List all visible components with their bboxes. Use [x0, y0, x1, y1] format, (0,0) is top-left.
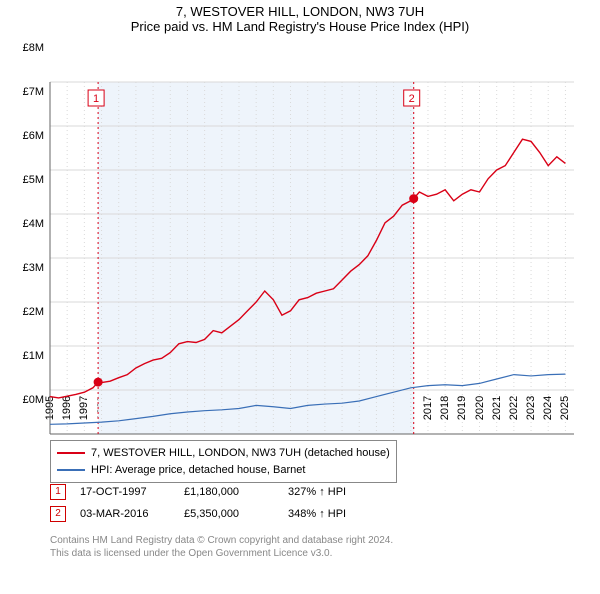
title-block: 7, WESTOVER HILL, LONDON, NW3 7UH Price … [0, 0, 600, 34]
sale-marker: 1 [50, 484, 66, 500]
sale-date: 17-OCT-1997 [80, 486, 170, 498]
sale-price: £1,180,000 [184, 486, 274, 498]
sale-row: 2 03-MAR-2016 £5,350,000 348% ↑ HPI [50, 506, 346, 522]
legend-item: 7, WESTOVER HILL, LONDON, NW3 7UH (detac… [57, 445, 390, 462]
svg-text:1: 1 [93, 93, 99, 105]
sale-date: 03-MAR-2016 [80, 508, 170, 520]
legend-swatch [57, 469, 85, 471]
svg-text:2: 2 [409, 93, 415, 105]
legend-label: 7, WESTOVER HILL, LONDON, NW3 7UH (detac… [91, 445, 390, 462]
sale-price: £5,350,000 [184, 508, 274, 520]
attribution: Contains HM Land Registry data © Crown c… [50, 534, 393, 560]
sale-row: 1 17-OCT-1997 £1,180,000 327% ↑ HPI [50, 484, 346, 500]
legend: 7, WESTOVER HILL, LONDON, NW3 7UH (detac… [50, 440, 397, 483]
legend-swatch [57, 452, 85, 454]
attribution-line2: This data is licensed under the Open Gov… [50, 547, 393, 560]
legend-label: HPI: Average price, detached house, Barn… [91, 462, 305, 479]
title-subtitle: Price paid vs. HM Land Registry's House … [0, 19, 600, 34]
sale-pct: 327% ↑ HPI [288, 486, 346, 498]
attribution-line1: Contains HM Land Registry data © Crown c… [50, 534, 393, 547]
title-address: 7, WESTOVER HILL, LONDON, NW3 7UH [0, 4, 600, 19]
sale-marker: 2 [50, 506, 66, 522]
sale-pct: 348% ↑ HPI [288, 508, 346, 520]
legend-item: HPI: Average price, detached house, Barn… [57, 462, 390, 479]
chart-container: 7, WESTOVER HILL, LONDON, NW3 7UH Price … [0, 0, 600, 560]
